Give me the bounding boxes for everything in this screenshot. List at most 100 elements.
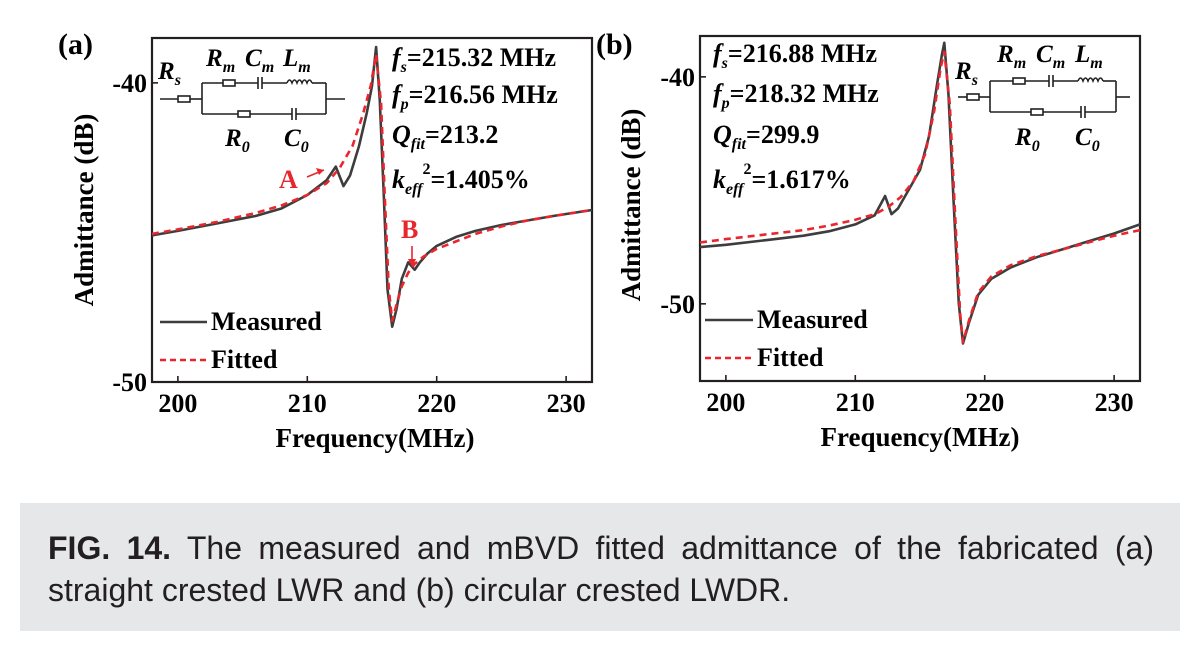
svg-text:C0: C0 (1075, 124, 1100, 155)
panel-b-parameters: fs=216.88 MHz fp=218.32 MHz Qfit=299.9 k… (713, 39, 879, 198)
svg-text:Rs: Rs (157, 58, 181, 89)
panel-a-y-axis-label: Admittance (dB) (69, 114, 99, 307)
x-tick-label: 200 (158, 389, 197, 418)
x-tick-label: 210 (836, 388, 875, 417)
panel-b-fp-value: 218.32 MHz (745, 79, 879, 108)
panel-a-keff-value: 1.405% (445, 165, 530, 194)
panel-a: (a) 200 210 220 230 -40 -50 Admittance (dB) F… (58, 28, 594, 453)
figure-caption-box: FIG. 14. The measured and mBVD fitted ad… (20, 503, 1180, 631)
panel-b-y-axis-label: Admittance (dB) (616, 109, 646, 302)
y-tick-label: -40 (660, 63, 695, 92)
x-tick-label: 220 (965, 388, 1004, 417)
svg-text:Cm: Cm (245, 45, 274, 76)
r0-label: R (224, 125, 242, 152)
svg-text:Lm: Lm (1074, 41, 1103, 72)
r0-subscript: 0 (1032, 138, 1040, 155)
svg-text:R0: R0 (1014, 124, 1040, 155)
svg-text:Rs: Rs (954, 58, 978, 89)
y-tick-label: -40 (112, 69, 147, 98)
rs-label: R (954, 58, 972, 85)
legend-fitted-label: Fitted (211, 345, 278, 374)
figure-canvas: (a) 200 210 220 230 -40 -50 Admittance (dB) F… (58, 28, 1142, 453)
rs-subscript: s (174, 72, 181, 89)
lm-label: L (282, 45, 298, 72)
panel-a-parameters: fs=215.32 MHz fp=216.56 MHz Qfit=213.2 k… (392, 43, 558, 198)
rm-subscript: m (223, 59, 235, 76)
panel-b-legend: Measured Fitted (705, 305, 868, 372)
svg-text:Qfit=213.2: Qfit=213.2 (392, 120, 498, 153)
panel-b-qfit-value: 299.9 (761, 120, 820, 149)
panel-b-series-fitted-line (699, 50, 1141, 344)
panel-b-keff-value: 1.617% (766, 165, 851, 194)
svg-text:fs=216.88 MHz: fs=216.88 MHz (713, 39, 877, 72)
panel-b: (b) 200 210 220 230 -40 -50 Admittance (dB) F… (596, 28, 1142, 452)
svg-text:fp=216.56 MHz: fp=216.56 MHz (392, 80, 558, 113)
svg-text:keff2=1.617%: keff2=1.617% (713, 161, 851, 198)
panel-b-label: (b) (596, 28, 633, 61)
lm-subscript: m (1090, 55, 1102, 72)
cm-label: C (245, 45, 262, 72)
c0-label: C (284, 125, 301, 152)
r0-subscript: 0 (242, 139, 250, 156)
figure-caption: FIG. 14. The measured and mBVD fitted ad… (48, 527, 1154, 611)
panel-b-ticks: 200 210 220 230 -40 -50 (660, 63, 1133, 417)
panel-b-x-axis-label: Frequency(MHz) (821, 422, 1020, 452)
r0-label: R (1014, 124, 1032, 151)
panel-a-fp-value: 216.56 MHz (424, 80, 558, 109)
panel-b-plot-frame (698, 34, 1142, 383)
x-tick-label: 230 (1095, 388, 1134, 417)
legend-measured-label: Measured (211, 307, 322, 336)
svg-text:Qfit=299.9: Qfit=299.9 (713, 120, 819, 153)
panel-a-circuit-labels: Rs Rm Cm Lm R0 C0 (157, 45, 311, 156)
rm-subscript: m (1014, 55, 1026, 72)
svg-text:Rm: Rm (996, 41, 1026, 72)
y-tick-label: -50 (660, 290, 695, 319)
svg-text:Cm: Cm (1036, 41, 1065, 72)
svg-text:fp=218.32 MHz: fp=218.32 MHz (713, 79, 879, 112)
svg-text:fs=215.32 MHz: fs=215.32 MHz (392, 43, 556, 76)
annotation-a-label: A (279, 165, 298, 194)
panel-a-qfit-value: 213.2 (440, 120, 499, 149)
panel-b-circuit-labels: Rs Rm Cm Lm R0 C0 (954, 41, 1103, 155)
x-tick-label: 210 (288, 389, 327, 418)
rm-label: R (996, 41, 1014, 68)
legend-fitted-label: Fitted (757, 343, 824, 372)
x-tick-label: 230 (547, 389, 586, 418)
panel-a-series (151, 45, 593, 329)
svg-text:Lm: Lm (282, 45, 311, 76)
panel-a-fs-value: 215.32 MHz (422, 43, 556, 72)
panel-b-circuit-diagram (958, 75, 1130, 118)
y-tick-label: -50 (112, 368, 147, 397)
panel-a-x-axis-label: Frequency(MHz) (276, 423, 475, 453)
c0-subscript: 0 (301, 139, 309, 156)
legend-measured-label: Measured (757, 305, 868, 334)
cm-subscript: m (1053, 55, 1065, 72)
svg-text:keff2=1.405%: keff2=1.405% (392, 161, 530, 198)
caption-label: FIG. 14. (48, 530, 172, 566)
cm-label: C (1036, 41, 1053, 68)
annotation-b-label: B (401, 215, 418, 244)
caption-text: The measured and mBVD fitted admittance … (48, 530, 1155, 608)
panel-a-ticks: 200 210 220 230 -40 -50 (112, 69, 585, 418)
svg-text:Rm: Rm (205, 45, 235, 76)
panel-a-label: (a) (58, 28, 93, 61)
rs-subscript: s (971, 72, 978, 89)
panel-a-series-fitted-line (151, 53, 593, 323)
panel-a-circuit-diagram (160, 77, 345, 120)
annotation-a-arrowhead (316, 168, 324, 175)
panel-b-series (699, 41, 1141, 345)
panel-b-fs-value: 216.88 MHz (743, 39, 877, 68)
svg-text:R0: R0 (224, 125, 250, 156)
svg-text:C0: C0 (284, 125, 309, 156)
lm-subscript: m (298, 59, 310, 76)
lm-label: L (1074, 41, 1090, 68)
annotation-b-arrowhead (408, 259, 416, 267)
panel-a-legend: Measured Fitted (160, 307, 322, 374)
x-tick-label: 220 (417, 389, 456, 418)
c0-label: C (1075, 124, 1092, 151)
x-tick-label: 200 (706, 388, 745, 417)
panel-b-series-measured-line (699, 41, 1141, 345)
rs-label: R (157, 58, 175, 85)
cm-subscript: m (262, 59, 274, 76)
rm-label: R (205, 45, 223, 72)
